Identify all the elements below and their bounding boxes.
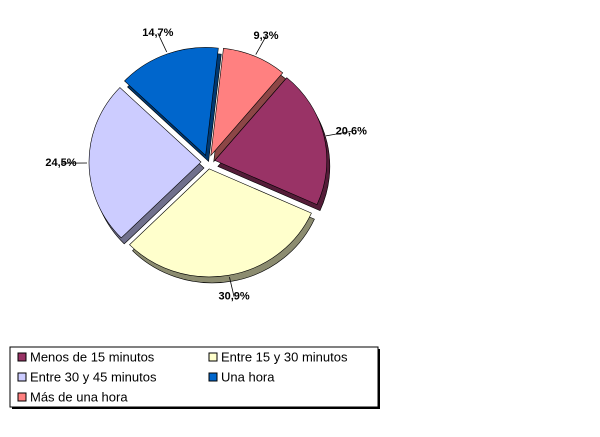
- legend-label: Entre 30 y 45 minutos: [30, 369, 157, 384]
- legend-label: Entre 15 y 30 minutos: [221, 349, 348, 364]
- legend-label: Una hora: [221, 369, 275, 384]
- leader-line: [325, 130, 352, 137]
- value-label: 24,5%: [45, 157, 76, 169]
- legend-swatch: [208, 352, 218, 362]
- legend-label: Más de una hora: [30, 389, 128, 404]
- legend-swatch: [17, 352, 27, 362]
- legend-label: Menos de 15 minutos: [30, 349, 155, 364]
- value-label: 30,9%: [218, 291, 249, 303]
- leader-line: [229, 277, 235, 297]
- leader-line: [255, 35, 267, 55]
- slice: [124, 47, 219, 157]
- legend-swatch: [17, 392, 27, 402]
- value-label: 20,6%: [336, 125, 367, 137]
- legend-box: [9, 346, 379, 408]
- slice: [210, 47, 284, 157]
- legend-swatch: [17, 372, 27, 382]
- value-label: 9,3%: [254, 30, 279, 42]
- slice: [88, 87, 202, 239]
- value-label: 14,7%: [142, 27, 173, 39]
- leader-line: [157, 33, 168, 53]
- slice: [129, 168, 312, 278]
- slice: [214, 77, 328, 206]
- legend-swatch: [208, 372, 218, 382]
